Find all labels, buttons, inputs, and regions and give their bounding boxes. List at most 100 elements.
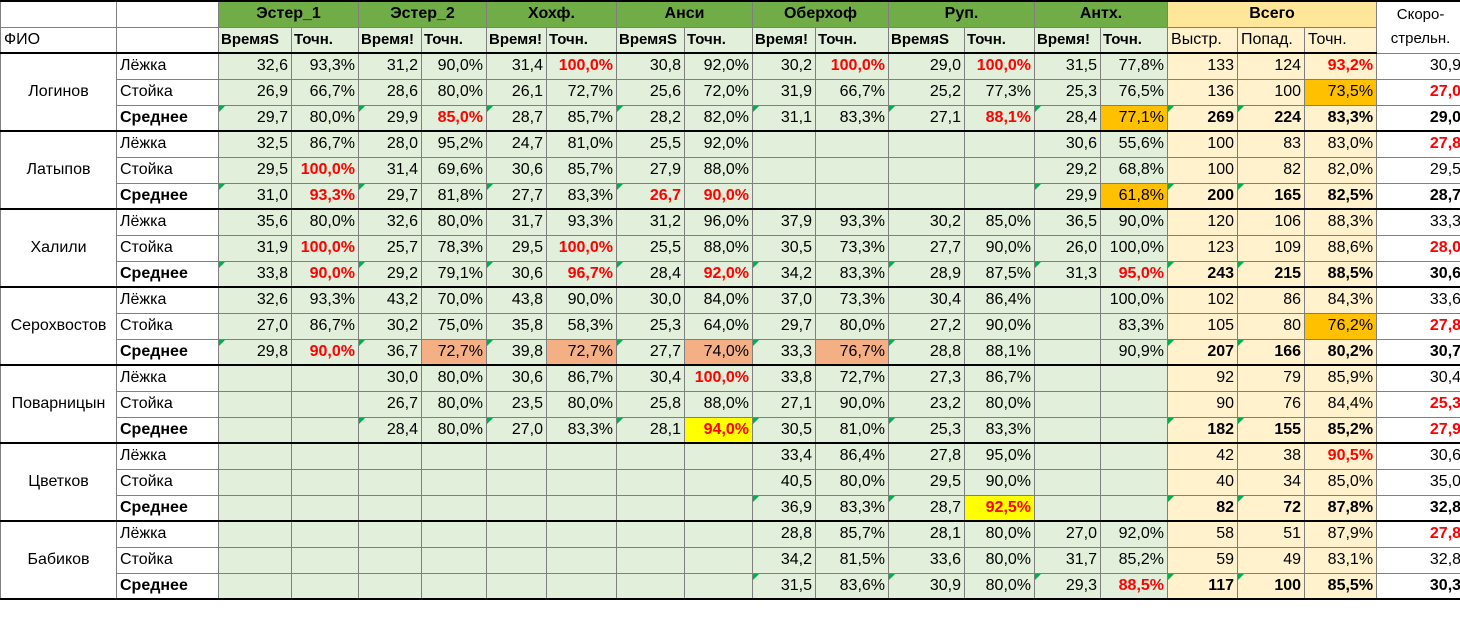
group-header: Оберхоф [752, 0, 890, 28]
accuracy-cell [683, 572, 754, 600]
time-header: Время! [752, 26, 817, 54]
position-label: Среднее [116, 572, 219, 600]
total-shots-cell: 136 [1167, 78, 1239, 106]
time-header: ВремяS [888, 26, 966, 54]
speed-cell: 29,0 [1376, 104, 1460, 132]
time-cell: 35,8 [486, 312, 547, 340]
time-cell: 26,7 [616, 182, 685, 210]
accuracy-cell: 81,8% [421, 182, 487, 210]
time-cell: 23,2 [888, 390, 966, 418]
accuracy-cell [1100, 364, 1169, 392]
accuracy-cell [1100, 442, 1169, 470]
accuracy-cell: 90,0% [1100, 208, 1169, 236]
time-cell [1034, 338, 1102, 366]
time-cell: 29,5 [888, 468, 966, 496]
total-shots-cell: 207 [1167, 338, 1239, 366]
accuracy-cell: 80,0% [815, 312, 890, 340]
accuracy-cell [291, 364, 359, 392]
accuracy-cell: 86,7% [964, 364, 1036, 392]
total-hits-cell: 109 [1237, 234, 1306, 262]
time-cell: 29,0 [888, 52, 966, 80]
total-shots-cell: 82 [1167, 494, 1239, 522]
speed-cell: 32,8 [1376, 546, 1460, 574]
athlete-name: Серохвостов [0, 286, 117, 366]
total-hits-cell: 166 [1237, 338, 1306, 366]
accuracy-cell: 100,0% [683, 364, 754, 392]
position-label: Лёжка [116, 130, 219, 158]
time-cell: 31,0 [218, 182, 292, 210]
time-cell: 36,9 [752, 494, 817, 522]
corner-cell [0, 0, 117, 28]
accuracy-cell: 77,8% [1100, 52, 1169, 80]
accuracy-cell: 86,7% [291, 312, 359, 340]
position-label: Среднее [116, 260, 219, 288]
total-hits-cell: 83 [1237, 130, 1306, 158]
accuracy-cell: 88,1% [964, 104, 1036, 132]
accuracy-cell: 81,0% [546, 130, 617, 158]
accuracy-cell [1100, 468, 1169, 496]
accuracy-cell [291, 546, 359, 574]
athlete-name: Латыпов [0, 130, 117, 210]
position-label: Стойка [116, 234, 219, 262]
position-label: Лёжка [116, 286, 219, 314]
time-cell: 30,2 [358, 312, 422, 340]
time-cell: 30,6 [486, 260, 547, 288]
time-cell: 28,4 [616, 260, 685, 288]
accuracy-cell: 80,0% [815, 468, 890, 496]
table-row: Стойка 27,0 86,7% 30,2 75,0% 35,8 58,3% 25,3 64,… [1, 312, 1460, 340]
table-row: Стойка 34,2 81,5% 33,6 80,0% 31,7 85,2% 59 49 83,… [1, 546, 1460, 574]
accuracy-cell: 90,0% [964, 468, 1036, 496]
accuracy-cell: 80,0% [964, 390, 1036, 418]
speed-header-line1: Скоро- [1396, 6, 1445, 24]
position-label: Среднее [116, 416, 219, 444]
table-row: Поварницын Лёжка 30,0 80,0% 30,6 86,7% 30,4 100… [0, 364, 1460, 444]
time-cell: 29,8 [218, 338, 292, 366]
acc-header: Точн. [291, 26, 359, 54]
time-cell: 27,7 [888, 234, 966, 262]
accuracy-cell [546, 572, 617, 600]
accuracy-cell [546, 442, 617, 470]
total-accuracy-cell: 93,2% [1304, 52, 1378, 80]
accuracy-cell: 83,3% [964, 416, 1036, 444]
total-accuracy-cell: 88,3% [1304, 208, 1378, 236]
time-cell: 31,1 [752, 104, 817, 132]
accuracy-cell: 80,0% [291, 104, 359, 132]
total-acc-header: Точн. [1304, 26, 1378, 54]
time-cell: 31,2 [358, 52, 422, 80]
speed-header: Скоро- стрельн. [1376, 0, 1460, 54]
acc-header: Точн. [546, 26, 617, 54]
total-hits-cell: 51 [1237, 520, 1306, 548]
accuracy-cell: 100,0% [964, 52, 1036, 80]
accuracy-cell: 80,0% [421, 208, 487, 236]
accuracy-cell: 86,4% [964, 286, 1036, 314]
time-cell [218, 494, 292, 522]
group-header: Анси [615, 0, 754, 28]
total-shots-cell: 120 [1167, 208, 1239, 236]
time-cell: 34,2 [752, 546, 817, 574]
speed-cell: 30,7 [1376, 338, 1460, 366]
accuracy-cell [291, 416, 359, 444]
time-cell [1034, 416, 1102, 444]
accuracy-cell: 80,0% [421, 78, 487, 106]
accuracy-cell: 83,3% [546, 416, 617, 444]
total-shots-cell: 182 [1167, 416, 1239, 444]
accuracy-cell: 90,0% [964, 234, 1036, 262]
accuracy-cell: 96,0% [683, 208, 754, 236]
accuracy-cell: 92,0% [683, 260, 754, 288]
total-shots-cell: 100 [1167, 156, 1239, 184]
time-cell [616, 494, 685, 522]
total-accuracy-cell: 87,8% [1304, 494, 1378, 522]
accuracy-cell: 76,7% [815, 338, 890, 366]
time-cell: 43,2 [358, 286, 422, 314]
table-row: Среднее 31,0 93,3% 29,7 81,8% 27,7 83,3% 26,7 90… [1, 182, 1460, 210]
time-cell [888, 130, 966, 158]
time-cell: 28,4 [358, 416, 422, 444]
accuracy-cell: 100,0% [815, 52, 890, 80]
accuracy-cell [291, 442, 359, 470]
total-hits-cell: 34 [1237, 468, 1306, 496]
accuracy-cell: 93,3% [546, 208, 617, 236]
time-cell: 32,6 [358, 208, 422, 236]
time-cell: 25,5 [616, 234, 685, 262]
time-header: Время! [486, 26, 547, 54]
position-label: Стойка [116, 468, 219, 496]
